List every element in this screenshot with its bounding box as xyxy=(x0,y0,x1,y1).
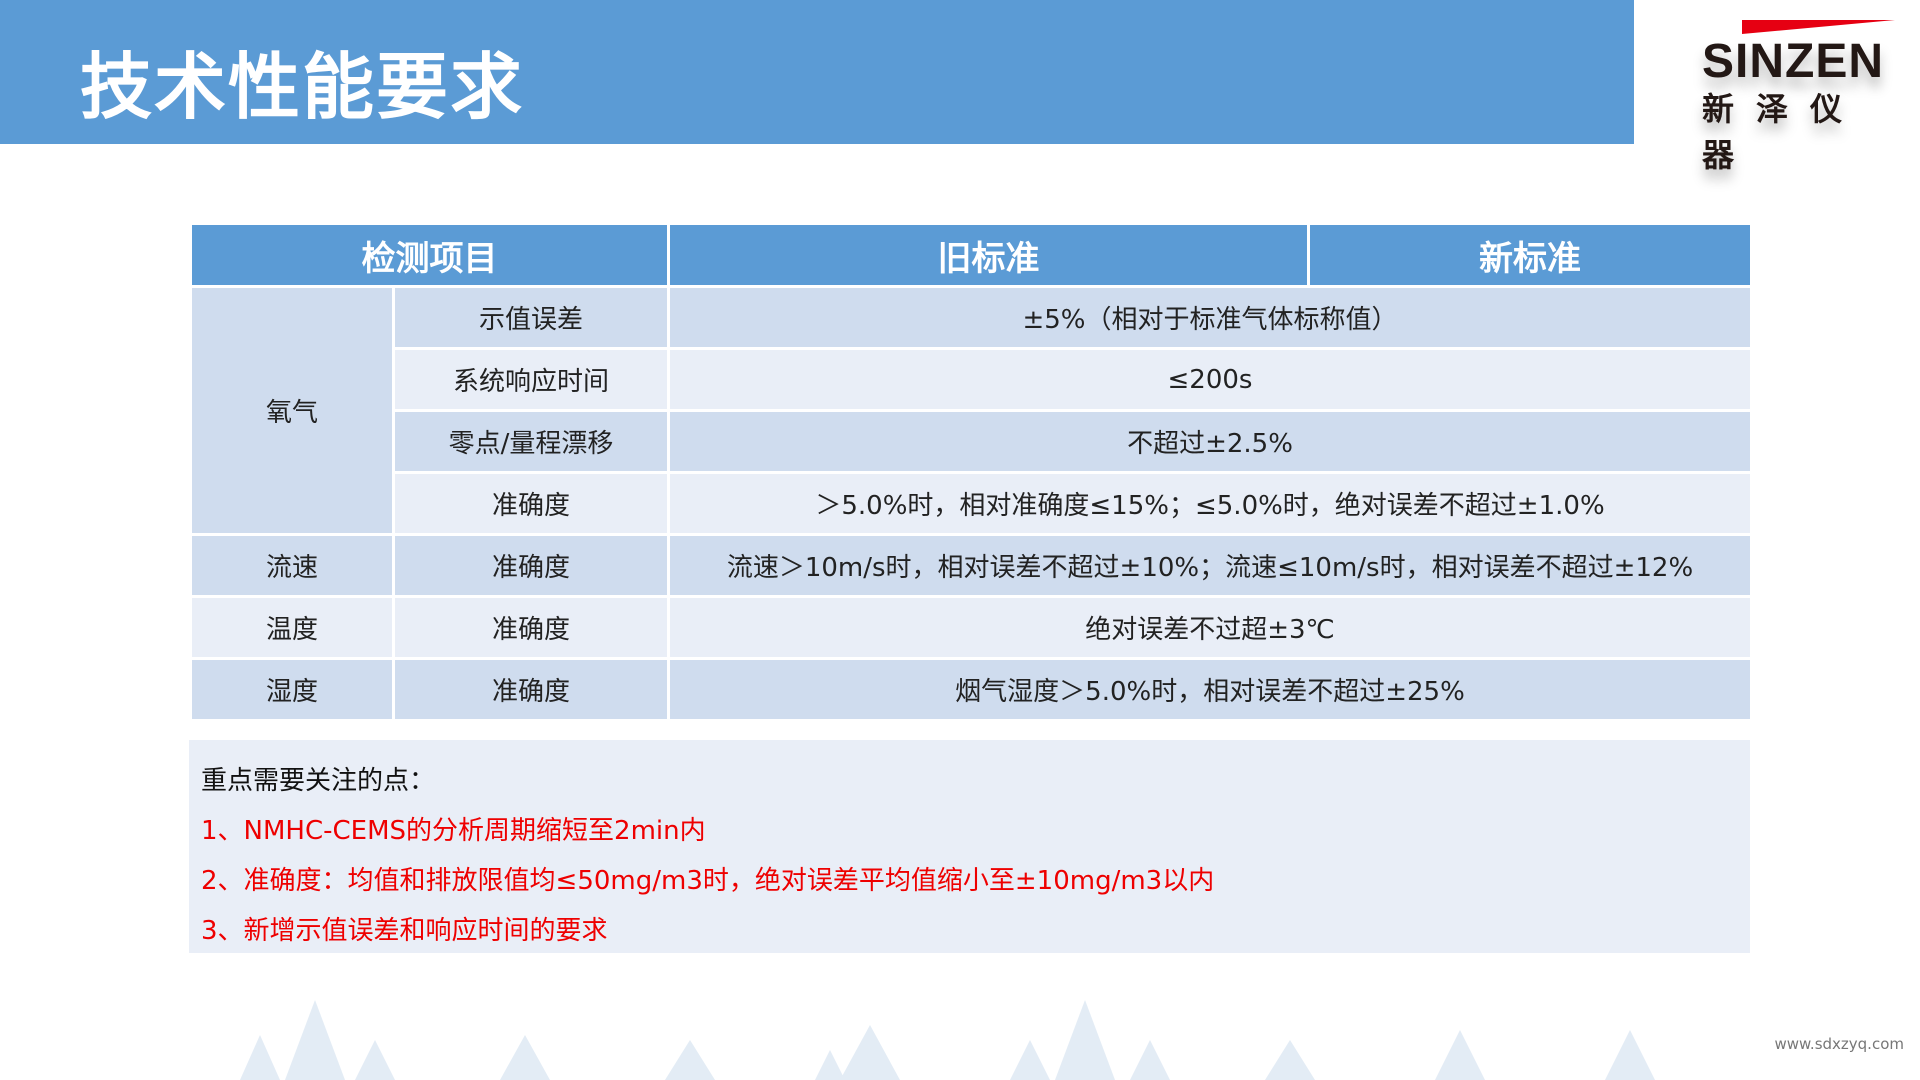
logo-red-stripe xyxy=(1742,20,1895,34)
value-cell: ±5%（相对于标准气体标称值） xyxy=(667,285,1753,350)
tree-decoration xyxy=(240,1000,1655,1080)
table-row: 系统响应时间 ≤200s xyxy=(191,347,1753,412)
header-new-standard: 新标准 xyxy=(1307,222,1753,288)
item-cell: 系统响应时间 xyxy=(392,347,670,412)
table-row: 流速 准确度 流速＞10m/s时，相对误差不超过±10%；流速≤10m/s时，相… xyxy=(189,533,1753,598)
group-cell: 湿度 xyxy=(189,657,395,722)
table-row: 准确度 ＞5.0%时，相对准确度≤15%；≤5.0%时，绝对误差不超过±1.0% xyxy=(191,471,1753,536)
value-cell: 不超过±2.5% xyxy=(667,409,1753,474)
item-cell: 准确度 xyxy=(392,533,670,598)
value-cell: ≤200s xyxy=(667,347,1753,412)
item-cell: 零点/量程漂移 xyxy=(392,409,670,474)
table-header-row: 检测项目 旧标准 新标准 xyxy=(189,222,1753,288)
table-row: 温度 准确度 绝对误差不过超±3℃ xyxy=(189,595,1753,660)
requirements-table: 检测项目 旧标准 新标准 氧气 示值误差 ±5%（相对于标准气体标称值） 系统响… xyxy=(189,222,1753,722)
sinzen-logo: SINZEN 新泽仪器 xyxy=(1690,18,1910,174)
note-item: 3、新增示值误差和响应时间的要求 xyxy=(201,916,608,946)
item-cell: 准确度 xyxy=(392,595,670,660)
header-item: 检测项目 xyxy=(189,222,670,288)
item-cell: 准确度 xyxy=(392,471,670,536)
group-cell: 温度 xyxy=(189,595,395,660)
value-cell: 流速＞10m/s时，相对误差不超过±10%；流速≤10m/s时，相对误差不超过±… xyxy=(667,533,1753,598)
title-bar: 技术性能要求 xyxy=(0,0,1634,144)
table-row: 氧气 示值误差 ±5%（相对于标准气体标称值） xyxy=(189,285,1753,536)
note-item: 2、准确度：均值和排放限值均≤50mg/m3时，绝对误差平均值缩小至±10mg/… xyxy=(201,866,1215,896)
table-row: 零点/量程漂移 不超过±2.5% xyxy=(191,409,1753,474)
group-cell: 氧气 xyxy=(189,285,395,536)
note-item: 1、NMHC-CEMS的分析周期缩短至2min内 xyxy=(201,816,706,846)
notes-box: 重点需要关注的点： 1、NMHC-CEMS的分析周期缩短至2min内 2、准确度… xyxy=(189,740,1750,953)
logo-text-en: SINZEN xyxy=(1702,35,1885,88)
value-cell: ＞5.0%时，相对准确度≤15%；≤5.0%时，绝对误差不超过±1.0% xyxy=(667,471,1753,536)
value-cell: 绝对误差不过超±3℃ xyxy=(667,595,1753,660)
group-cell: 流速 xyxy=(189,533,395,598)
item-cell: 示值误差 xyxy=(392,285,670,350)
table-row: 湿度 准确度 烟气湿度＞5.0%时，相对误差不超过±25% xyxy=(189,657,1753,722)
value-cell: 烟气湿度＞5.0%时，相对误差不超过±25% xyxy=(667,657,1753,722)
notes-heading: 重点需要关注的点： xyxy=(201,766,436,796)
logo-text-cn: 新泽仪器 xyxy=(1702,90,1865,174)
page-title: 技术性能要求 xyxy=(80,45,525,129)
website-url: www.sdxzyq.com xyxy=(1774,1035,1905,1053)
item-cell: 准确度 xyxy=(392,657,670,722)
header-old-standard: 旧标准 xyxy=(667,222,1310,288)
